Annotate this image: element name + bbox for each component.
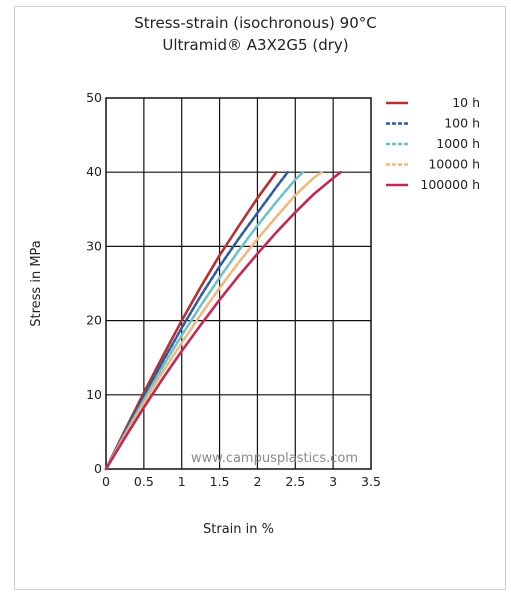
x-tick-label: 1.5: [210, 474, 230, 489]
tick-labels: 0 0.5 1 1.5 2 2.5 3 3.5 0 10 20 30 40 50: [86, 90, 381, 489]
x-tick-label: 1: [178, 474, 186, 489]
y-tick-label: 50: [86, 90, 102, 105]
y-tick-label: 40: [86, 164, 102, 179]
x-tick-label: 3.5: [361, 474, 381, 489]
watermark: www.campusplastics.com: [191, 451, 358, 466]
chart-subtitle: Ultramid® A3X2G5 (dry): [162, 36, 349, 54]
chart-frame: [14, 6, 506, 590]
series-line: [104, 170, 278, 471]
series: [104, 170, 342, 471]
grid: [106, 98, 371, 469]
series-line: [104, 170, 289, 471]
plot-area: [105, 97, 372, 470]
series-line: [104, 170, 324, 471]
x-tick-label: 0.5: [134, 474, 154, 489]
y-tick-label: 0: [94, 461, 102, 476]
chart-title: Stress-strain (isochronous) 90°C: [134, 14, 377, 32]
series-line: [104, 170, 305, 471]
x-axis-label: Strain in %: [203, 522, 274, 537]
y-tick-label: 20: [86, 313, 102, 328]
legend-entry-label: 100000 h: [420, 177, 480, 192]
x-tick-label: 0: [102, 474, 110, 489]
y-tick-label: 10: [86, 387, 102, 402]
y-tick-label: 30: [86, 238, 102, 253]
series-line: [104, 170, 342, 471]
x-tick-label: 2.5: [285, 474, 305, 489]
legend-entry-label: 100 h: [444, 116, 480, 131]
x-tick-label: 3: [329, 474, 337, 489]
legend-entry-label: 10 h: [452, 95, 480, 110]
x-tick-label: 2: [253, 474, 261, 489]
legend: 10 h 100 h 1000 h 10000 h 100000 h: [386, 95, 480, 192]
y-axis-label: Stress in MPa: [29, 240, 44, 327]
legend-entry-label: 10000 h: [428, 157, 480, 172]
legend-entry-label: 1000 h: [436, 136, 480, 151]
